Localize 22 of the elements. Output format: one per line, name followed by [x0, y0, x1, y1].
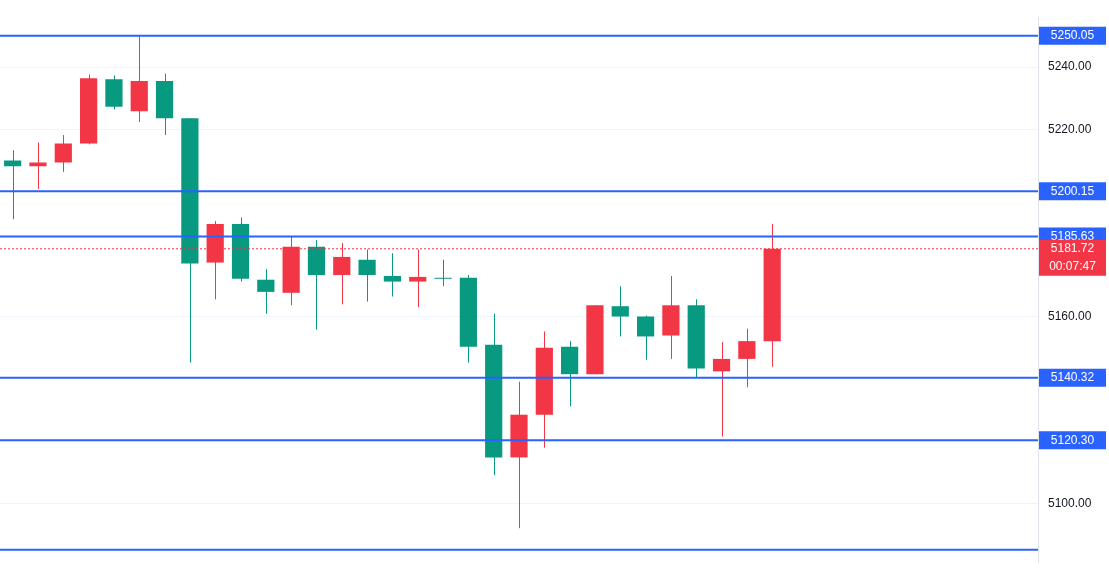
candlestick — [29, 142, 47, 190]
candlestick — [434, 259, 452, 287]
y-tick-label: 5220.00 — [1048, 121, 1092, 136]
ref-line-label: 5200.15 — [1050, 183, 1095, 198]
candlestick — [409, 248, 427, 308]
ref-line-label: 5250.05 — [1050, 28, 1095, 43]
candlestick — [358, 248, 376, 303]
y-tick-label: 5240.00 — [1048, 59, 1092, 74]
ref-line-label: 5120.30 — [1050, 432, 1095, 447]
y-tick-label: 5160.00 — [1048, 308, 1092, 323]
text: 00:07:47 — [1049, 259, 1097, 274]
candlestick — [712, 341, 731, 438]
candlestick — [257, 268, 275, 315]
candlestick — [383, 252, 402, 298]
candlestick — [738, 328, 756, 388]
ref-line-label: 5181.72 — [1050, 241, 1095, 256]
ref-line-label: 5185.63 — [1050, 228, 1095, 243]
candlestick — [54, 134, 72, 173]
ref-line-label: 5140.32 — [1050, 370, 1095, 385]
y-tick-label: 5100.00 — [1048, 495, 1092, 510]
candlestick — [611, 285, 629, 337]
candlestick — [636, 315, 655, 361]
